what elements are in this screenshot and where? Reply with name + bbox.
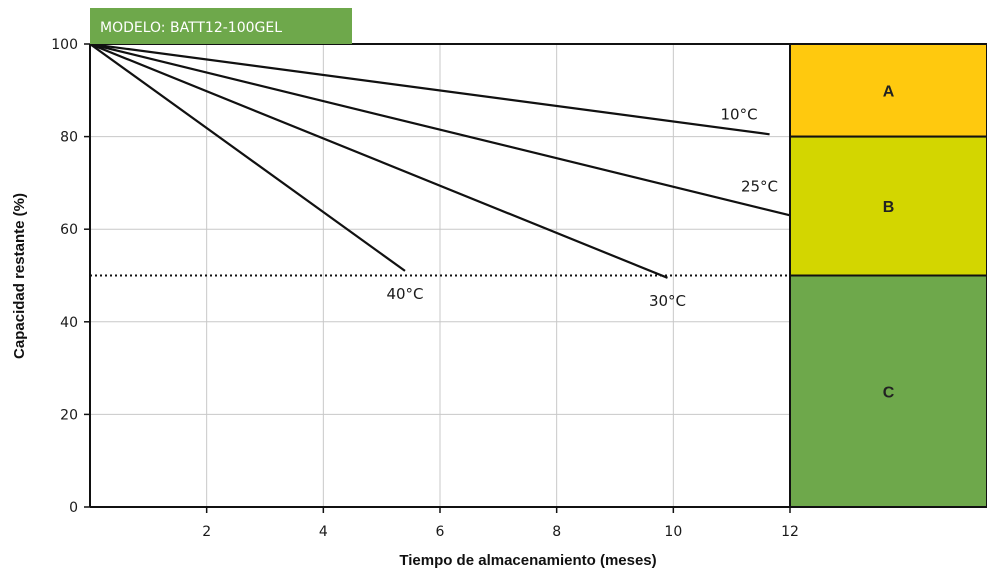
series-line-1: [89, 42, 791, 217]
x-tick-label: 2: [202, 524, 211, 540]
zone-label-b: B: [883, 199, 895, 216]
x-tick-label: 8: [552, 524, 561, 540]
x-tick-label: 12: [781, 524, 799, 540]
y-axis-title: Capacidad restante (%): [11, 193, 28, 359]
x-tick-label: 4: [319, 524, 328, 540]
y-tick-label: 60: [60, 222, 78, 238]
x-tick-label: 6: [436, 524, 445, 540]
series-label: 25°C: [741, 177, 778, 195]
zone-label-c: C: [883, 384, 895, 401]
zone-a: [789, 43, 987, 138]
series-line-3: [89, 43, 406, 272]
capacity-zones: A B C: [789, 43, 987, 508]
y-tick-label: 80: [60, 130, 78, 146]
y-tick-label: 40: [60, 315, 78, 331]
zone-label-a: A: [883, 83, 895, 100]
x-axis-title: Tiempo de almacenamiento (meses): [399, 552, 656, 569]
series-lines: [89, 42, 791, 279]
model-badge: [90, 8, 352, 44]
series-label: 40°C: [386, 285, 423, 303]
model-label: MODELO: BATT12-100GEL: [100, 20, 282, 36]
y-tick-label: 20: [60, 407, 78, 423]
tick-labels: 2 4 6 8 10 12 0 20 40 60 80 100: [51, 37, 799, 540]
series-line-2: [89, 42, 668, 279]
y-tick-label: 100: [51, 37, 78, 53]
y-tick-label: 0: [69, 500, 78, 516]
series-labels: 10°C 25°C 30°C 40°C: [386, 105, 778, 310]
series-line-0: [89, 42, 770, 136]
series-label: 30°C: [649, 292, 686, 310]
series-label: 10°C: [721, 105, 758, 123]
x-tick-label: 10: [664, 524, 682, 540]
zone-b: [789, 135, 987, 277]
